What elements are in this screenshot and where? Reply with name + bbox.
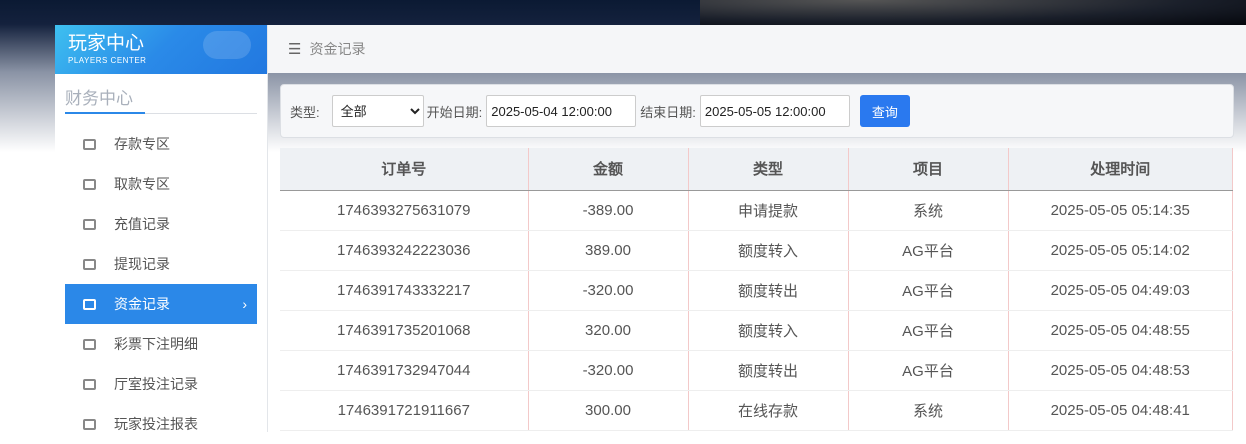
list-icon xyxy=(83,338,96,350)
table-cell: 1746391735201068 xyxy=(280,310,529,351)
sidebar-item-label: 厅室投注记录 xyxy=(114,376,198,392)
sidebar-item-label: 充值记录 xyxy=(114,216,170,232)
column-header: 项目 xyxy=(848,148,1009,191)
table-cell: 320.00 xyxy=(528,310,689,351)
sidebar-item-6[interactable]: 厅室投注记录 xyxy=(65,364,257,404)
end-date-input[interactable] xyxy=(699,95,850,127)
table-row: 1746391735201068 320.00 额度转入 AG平台 2025-05-05… xyxy=(280,310,1233,351)
column-header: 类型 xyxy=(688,148,849,191)
card-icon xyxy=(83,138,96,150)
table-cell: 1746391732947044 xyxy=(280,350,529,391)
wallet-icon xyxy=(83,258,96,270)
money-bag-icon xyxy=(83,218,96,230)
table-cell: 额度转出 xyxy=(688,350,849,391)
sidebar-item-0[interactable]: 存款专区 xyxy=(65,124,257,164)
table-cell: 额度转出 xyxy=(688,270,849,311)
table-cell: AG平台 xyxy=(848,350,1009,391)
sidebar-item-3[interactable]: 提现记录 xyxy=(65,244,257,284)
table-cell: 389.00 xyxy=(528,230,689,271)
table-row: 1746393242223036 389.00 额度转入 AG平台 2025-05-05… xyxy=(280,230,1233,271)
gamepad-icon xyxy=(203,31,251,59)
sidebar-item-4[interactable]: 资金记录 › xyxy=(65,284,257,324)
logo-subtitle: PLAYERS CENTER xyxy=(68,56,147,65)
funds-table: 订单号 金额 类型 项目 处理时间 1746393275631079 -389.00 申请提… xyxy=(280,148,1233,431)
sidebar-item-label: 资金记录 xyxy=(114,296,170,312)
logo: 玩家中心 PLAYERS CENTER xyxy=(55,25,267,74)
filter-bar: 类型: 全部 开始日期: 结束日期: 查询 xyxy=(280,84,1234,138)
query-button[interactable]: 查询 xyxy=(859,95,910,127)
table-row: 1746393275631079 -389.00 申请提款 系统 2025-05-05 … xyxy=(280,190,1233,231)
table-cell: 2025-05-05 04:48:41 xyxy=(1008,390,1233,431)
table-cell: -389.00 xyxy=(528,190,689,231)
table-cell: 1746393242223036 xyxy=(280,230,529,271)
sidebar: 玩家中心 PLAYERS CENTER 财务中心 存款专区取款专区充值记录提现记… xyxy=(55,25,268,432)
sidebar-item-2[interactable]: 充值记录 xyxy=(65,204,257,244)
column-header: 处理时间 xyxy=(1008,148,1233,191)
table-cell: -320.00 xyxy=(528,270,689,311)
table-cell: 系统 xyxy=(848,390,1009,431)
table-cell: 系统 xyxy=(848,190,1009,231)
start-date-label: 开始日期: xyxy=(426,104,483,120)
table-cell: AG平台 xyxy=(848,270,1009,311)
hand-money-icon xyxy=(83,178,96,190)
page-title: 资金记录 xyxy=(309,41,366,57)
type-select[interactable]: 全部 xyxy=(331,95,424,127)
table-cell: AG平台 xyxy=(848,310,1009,351)
breadcrumb: ☰ 资金记录 xyxy=(268,25,1246,73)
table-cell: 2025-05-05 04:49:03 xyxy=(1008,270,1233,311)
logo-title: 玩家中心 xyxy=(68,33,145,54)
table-cell: 1746391721911667 xyxy=(280,390,529,431)
funds-icon xyxy=(83,298,96,310)
start-date-input[interactable] xyxy=(486,95,637,127)
bullet-list-icon xyxy=(83,378,96,390)
table-cell: 额度转入 xyxy=(688,310,849,351)
table-cell: -320.00 xyxy=(528,350,689,391)
sidebar-item-label: 提现记录 xyxy=(114,256,170,272)
table-row: 1746391743332217 -320.00 额度转出 AG平台 2025-05-0… xyxy=(280,270,1233,311)
table-cell: 1746391743332217 xyxy=(280,270,529,311)
column-header: 订单号 xyxy=(280,148,529,191)
table-cell: 2025-05-05 04:48:53 xyxy=(1008,350,1233,391)
table-cell: AG平台 xyxy=(848,230,1009,271)
column-header: 金额 xyxy=(528,148,689,191)
type-label: 类型: xyxy=(290,104,320,120)
chart-icon xyxy=(83,418,96,430)
table-cell: 2025-05-05 05:14:02 xyxy=(1008,230,1233,271)
table-cell: 300.00 xyxy=(528,390,689,431)
table-row: 1746391721911667 300.00 在线存款 系统 2025-05-05 0… xyxy=(280,390,1233,431)
table-cell: 额度转入 xyxy=(688,230,849,271)
sidebar-menu: 存款专区取款专区充值记录提现记录资金记录 › 彩票下注明细 厅室投注记录 玩家投注报表 xyxy=(55,124,267,444)
table-cell: 2025-05-05 05:14:35 xyxy=(1008,190,1233,231)
table-cell: 1746393275631079 xyxy=(280,190,529,231)
sidebar-item-label: 彩票下注明细 xyxy=(114,336,198,352)
sidebar-item-label: 玩家投注报表 xyxy=(114,416,198,432)
sidebar-item-label: 存款专区 xyxy=(114,136,170,152)
sidebar-item-5[interactable]: 彩票下注明细 xyxy=(65,324,257,364)
table-cell: 2025-05-05 04:48:55 xyxy=(1008,310,1233,351)
table-cell: 在线存款 xyxy=(688,390,849,431)
end-date-label: 结束日期: xyxy=(640,104,696,120)
chevron-right-icon: › xyxy=(242,296,247,312)
background-glow xyxy=(700,0,1246,25)
sidebar-item-label: 取款专区 xyxy=(114,176,170,192)
menu-icon[interactable]: ☰ xyxy=(288,41,302,58)
sidebar-item-1[interactable]: 取款专区 xyxy=(65,164,257,204)
table-cell: 申请提款 xyxy=(688,190,849,231)
section-title: 财务中心 xyxy=(65,84,257,114)
sidebar-item-7[interactable]: 玩家投注报表 xyxy=(65,404,257,444)
table-row: 1746391732947044 -320.00 额度转出 AG平台 2025-05-0… xyxy=(280,350,1233,391)
